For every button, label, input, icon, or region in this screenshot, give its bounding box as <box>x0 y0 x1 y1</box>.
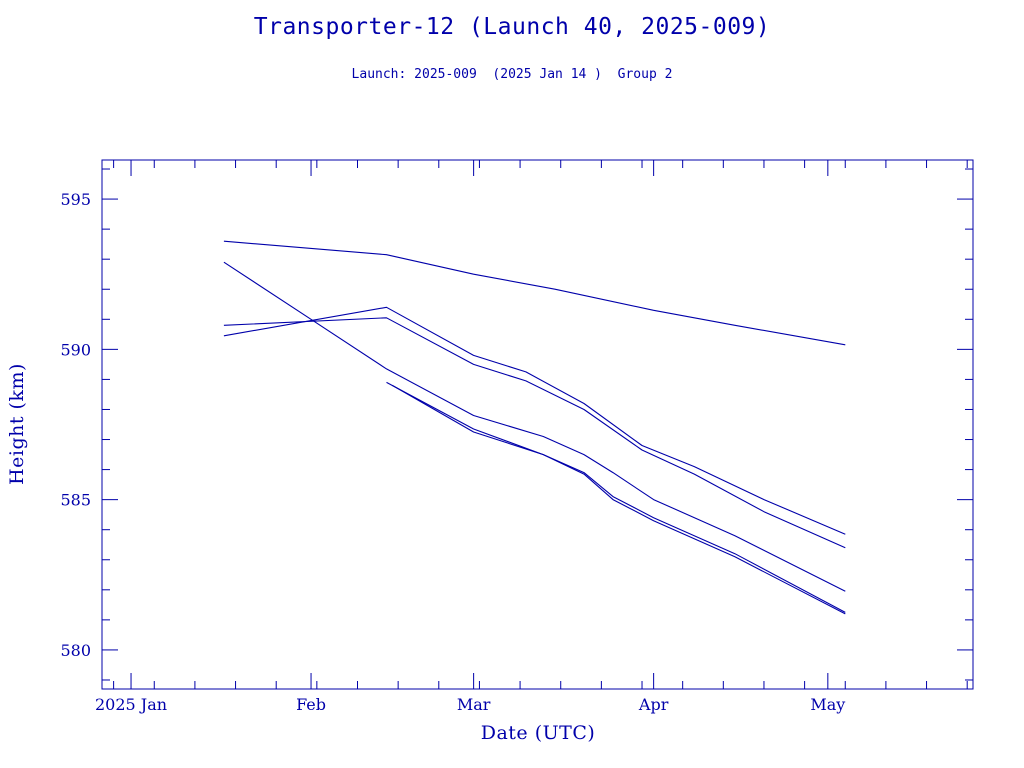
series-line <box>223 261 846 592</box>
x-tick-label: Feb <box>296 695 326 714</box>
series-line <box>223 240 846 346</box>
axis-ticks <box>102 160 973 689</box>
x-tick-label: Mar <box>457 695 491 714</box>
y-tick-label: 580 <box>60 641 91 660</box>
plot-frame <box>101 159 974 690</box>
chart-title: Transporter-12 (Launch 40, 2025-009) <box>253 14 771 40</box>
x-tick-label: Apr <box>638 695 669 714</box>
series-line <box>223 306 846 535</box>
y-tick-label: 595 <box>60 190 91 209</box>
series-line <box>392 384 846 615</box>
series-line <box>223 317 846 549</box>
series-group <box>223 240 846 615</box>
x-tick-label: May <box>810 695 845 714</box>
y-axis-label: Height (km) <box>6 363 28 485</box>
y-tick-label: 585 <box>60 491 91 510</box>
x-axis-label: Date (UTC) <box>481 722 596 744</box>
x-tick-label: 2025 Jan <box>95 695 167 714</box>
series-line <box>386 381 846 613</box>
tick-labels: 580 585 590 595 2025 Jan Feb Mar Apr May <box>60 190 845 714</box>
chart-subtitle: Launch: 2025-009 (2025 Jan 14 ) Group 2 <box>351 67 673 82</box>
y-tick-label: 590 <box>60 340 91 359</box>
